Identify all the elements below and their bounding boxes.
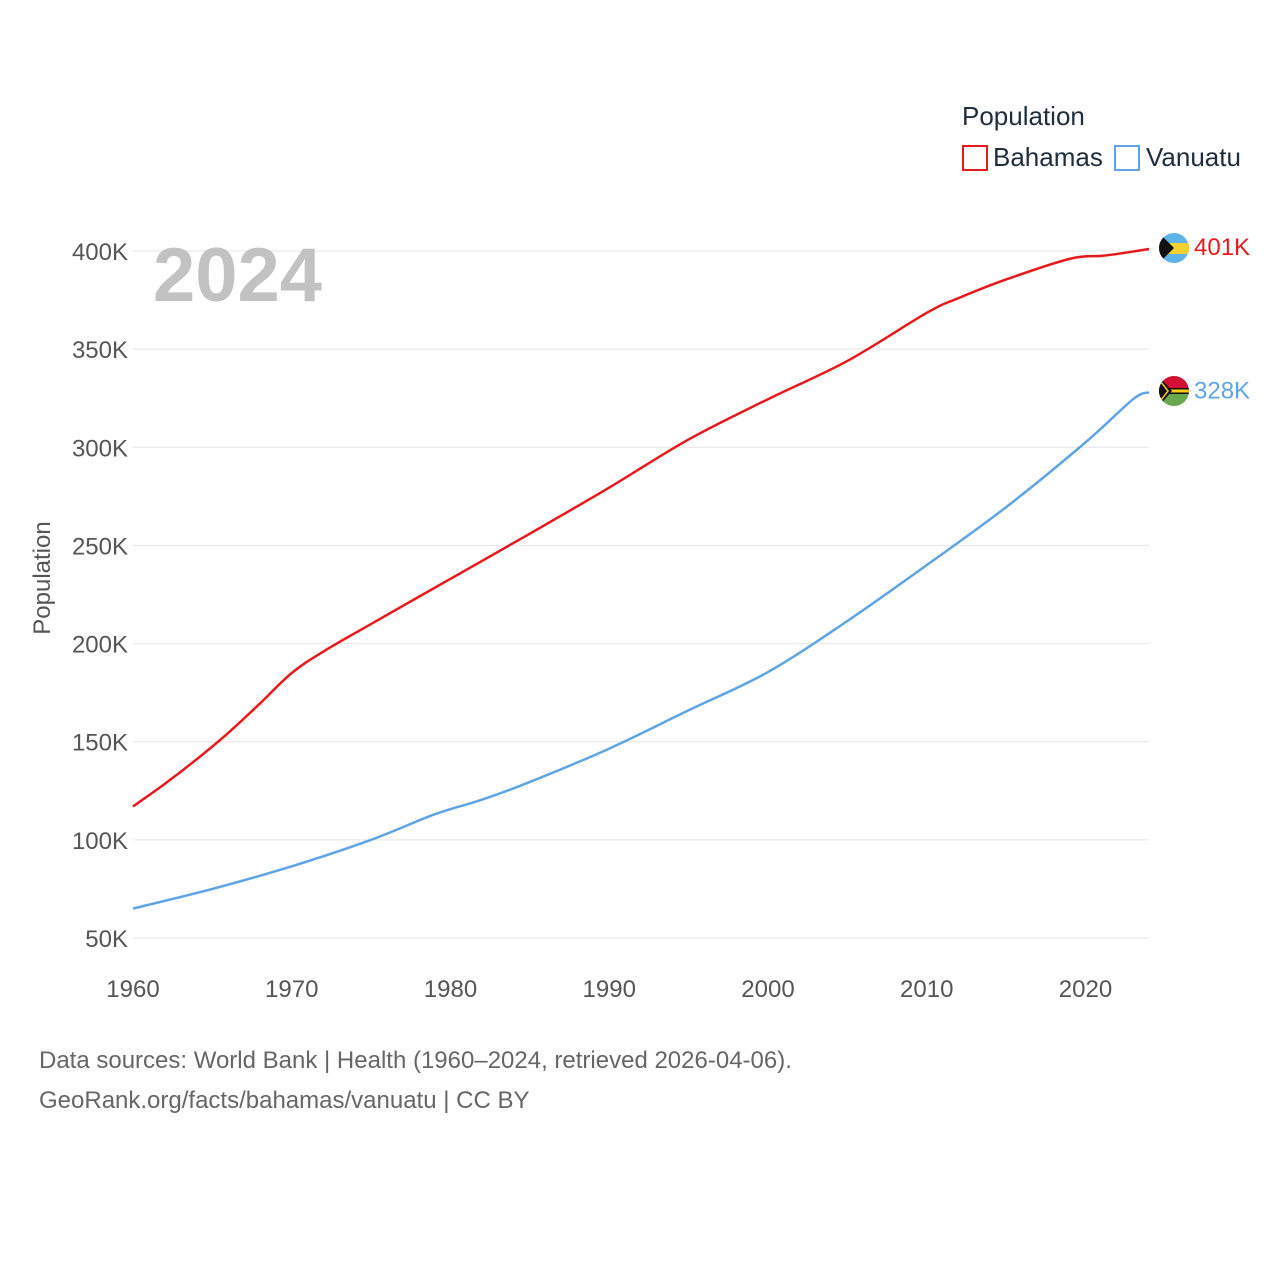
series-lines bbox=[132, 247, 1150, 910]
x-axis-ticks: 1960 1970 1980 1990 2000 2010 2020 bbox=[106, 976, 1112, 1003]
x-tick-label: 1970 bbox=[265, 976, 318, 1003]
y-tick-label: 200K bbox=[72, 632, 128, 659]
legend-swatch-vanuatu bbox=[1114, 145, 1140, 171]
y-tick-label: 350K bbox=[72, 337, 128, 364]
y-tick-label: 250K bbox=[72, 533, 128, 560]
x-tick-label: 2010 bbox=[900, 976, 953, 1003]
y-tick-label: 300K bbox=[72, 435, 128, 462]
legend-item-vanuatu[interactable]: Vanuatu bbox=[1114, 142, 1241, 172]
legend-swatch-bahamas bbox=[962, 145, 988, 171]
x-tick-label: 1980 bbox=[424, 976, 477, 1003]
legend-label-bahamas: Bahamas bbox=[993, 142, 1103, 172]
y-axis-ticks: 50K 100K 150K 200K 250K 300K 350K 400K bbox=[72, 239, 128, 953]
x-tick-label: 1990 bbox=[583, 976, 636, 1003]
series-line-bahamas[interactable] bbox=[132, 247, 1150, 808]
series-line-vanuatu[interactable] bbox=[132, 391, 1150, 910]
y-tick-label: 100K bbox=[72, 828, 128, 855]
source-line-2: GeoRank.org/facts/bahamas/vanuatu | CC B… bbox=[39, 1087, 530, 1114]
x-tick-label: 2000 bbox=[741, 976, 794, 1003]
bahamas-flag-icon bbox=[1159, 233, 1189, 263]
legend-item-bahamas[interactable]: Bahamas bbox=[962, 142, 1103, 172]
end-labels: 401K 328K bbox=[1194, 234, 1250, 404]
legend-label-vanuatu: Vanuatu bbox=[1146, 142, 1241, 172]
y-tick-label: 400K bbox=[72, 239, 128, 266]
y-tick-label: 150K bbox=[72, 730, 128, 757]
vanuatu-flag-icon bbox=[1159, 376, 1189, 406]
y-tick-label: 50K bbox=[85, 926, 128, 953]
x-tick-label: 2020 bbox=[1059, 976, 1112, 1003]
current-year-label: 2024 bbox=[153, 233, 322, 318]
gridlines bbox=[133, 250, 1149, 939]
legend: Population Bahamas Vanuatu bbox=[962, 101, 1241, 172]
source-line-1: Data sources: World Bank | Health (1960–… bbox=[39, 1047, 792, 1074]
end-label-bahamas: 401K bbox=[1194, 234, 1250, 261]
x-tick-label: 1960 bbox=[106, 976, 159, 1003]
end-label-vanuatu: 328K bbox=[1194, 377, 1250, 404]
y-axis-title: Population bbox=[29, 521, 56, 634]
legend-title: Population bbox=[962, 101, 1085, 131]
